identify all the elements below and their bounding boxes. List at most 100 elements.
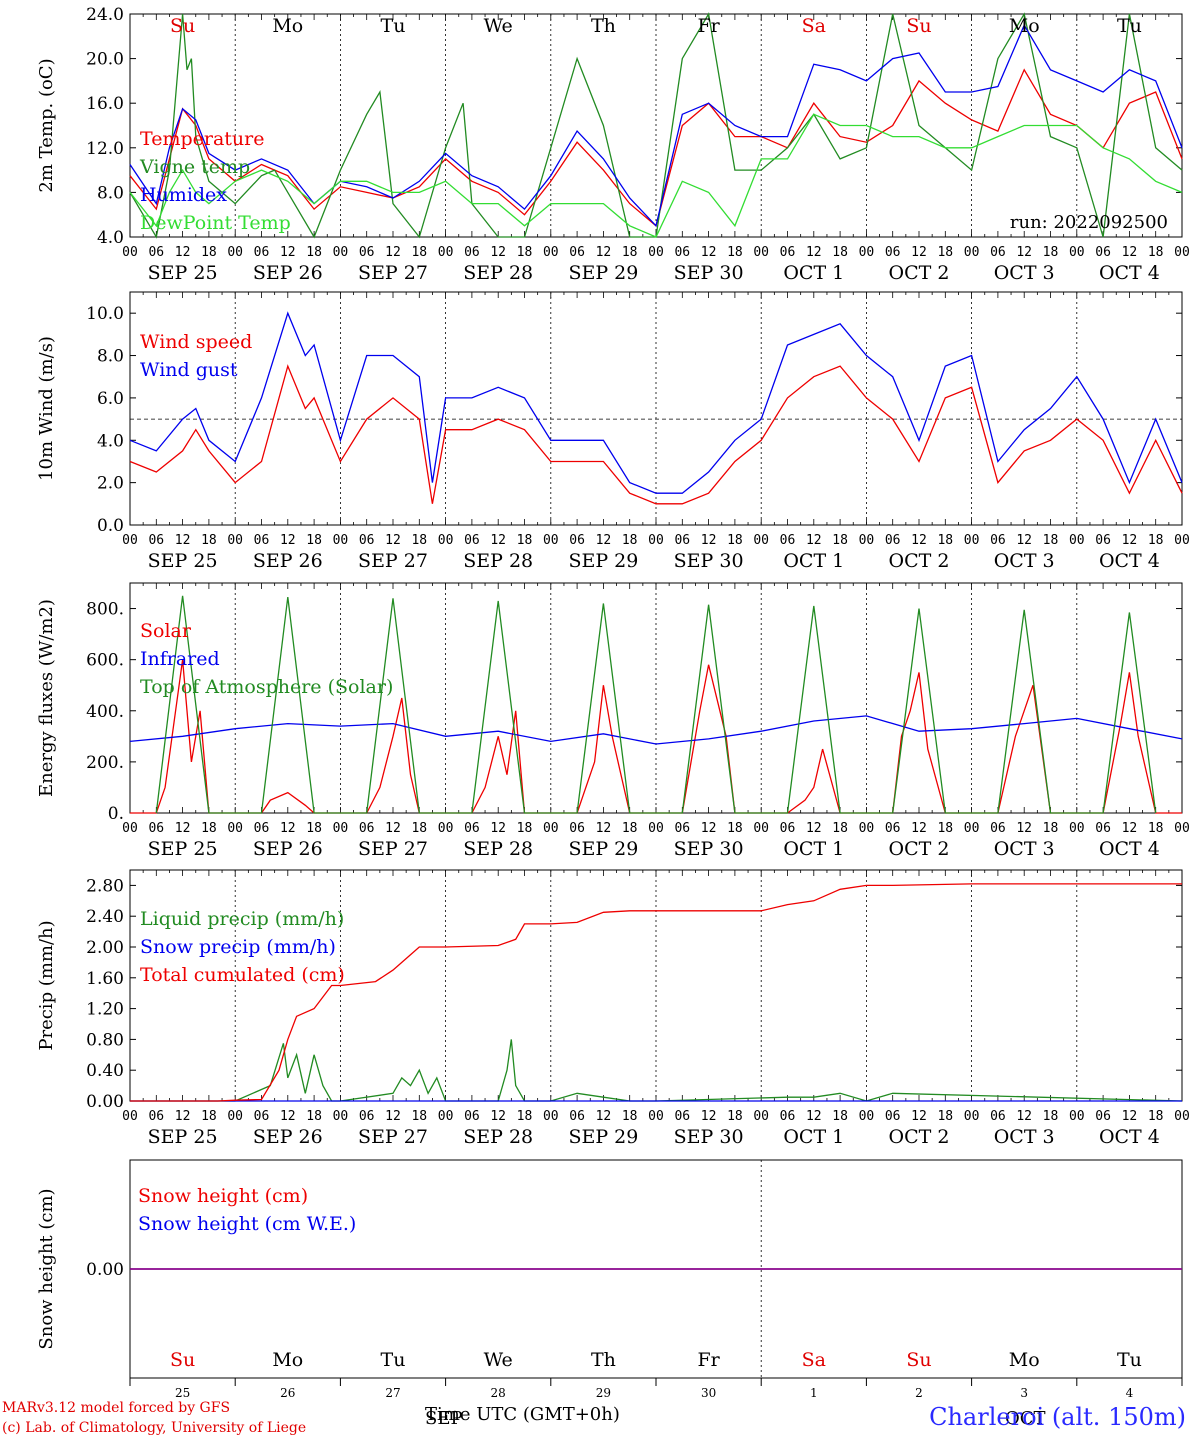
y-tick-label: 8.0 [97, 183, 124, 203]
x-hour-label: 06 [464, 821, 480, 836]
x-hour-label: 18 [832, 821, 848, 836]
weekday-label: Su [170, 15, 195, 37]
run-annotation: run: 2022092500 [1010, 212, 1168, 233]
x-hour-label: 06 [359, 1109, 375, 1124]
x-hour-label: 18 [937, 821, 953, 836]
y-tick-label: 16.0 [86, 94, 124, 114]
y-tick-label: 0. [108, 804, 124, 824]
x-hour-label: 00 [648, 245, 664, 260]
x-hour-label: 06 [569, 821, 585, 836]
x-hour-label: 18 [306, 821, 322, 836]
x-hour-label: 18 [411, 533, 427, 548]
series-line-liquid-precip-mm-h- [130, 1039, 1183, 1102]
x-hour-label: 18 [622, 533, 638, 548]
x-hour-label: 18 [1148, 533, 1164, 548]
y-tick-label: 2.80 [86, 876, 124, 896]
x-hour-label: 00 [753, 533, 769, 548]
x-hour-label: 06 [885, 1109, 901, 1124]
y-tick-label: 200. [86, 753, 124, 773]
y-tick-label: 0.00 [86, 1260, 124, 1280]
x-date-label: SEP 27 [358, 1126, 428, 1148]
x-hour-label: 00 [964, 821, 980, 836]
x-hour-label: 06 [569, 245, 585, 260]
x-hour-label: 06 [359, 245, 375, 260]
day-number-label: 2 [915, 1386, 923, 1400]
x-date-label: SEP 27 [358, 838, 428, 860]
x-hour-label: 12 [701, 533, 717, 548]
x-hour-label: 06 [990, 821, 1006, 836]
x-hour-label: 00 [438, 533, 454, 548]
x-axis-title: Time UTC (GMT+0h) [425, 1404, 620, 1425]
weekday-label: Fr [697, 1349, 720, 1371]
x-date-label: SEP 25 [148, 550, 218, 572]
x-hour-label: 18 [832, 245, 848, 260]
x-hour-label: 00 [122, 1109, 138, 1124]
series-line-top-of-atmosphere-solar- [155, 595, 1157, 814]
x-hour-label: 00 [1069, 245, 1085, 260]
y-tick-label: 400. [86, 702, 124, 722]
y-tick-label: 0.80 [86, 1030, 124, 1050]
x-hour-label: 06 [148, 1109, 164, 1124]
x-hour-label: 18 [411, 245, 427, 260]
legend-entry: Snow height (cm W.E.) [138, 1213, 356, 1235]
x-hour-label: 12 [1016, 533, 1032, 548]
x-hour-label: 18 [306, 1109, 322, 1124]
x-hour-label: 18 [727, 533, 743, 548]
legend-entry: Wind gust [140, 359, 238, 381]
x-hour-label: 12 [596, 821, 612, 836]
x-hour-label: 18 [1148, 821, 1164, 836]
x-date-label: OCT 4 [1099, 838, 1160, 860]
legend-entry: Top of Atmosphere (Solar) [140, 676, 393, 698]
x-hour-label: 06 [148, 533, 164, 548]
x-date-label: SEP 26 [253, 262, 323, 284]
x-hour-label: 18 [1043, 1109, 1059, 1124]
weekday-label: Mo [1009, 15, 1040, 37]
x-date-label: OCT 2 [889, 550, 950, 572]
x-date-label: SEP 26 [253, 550, 323, 572]
x-hour-label: 18 [306, 245, 322, 260]
x-hour-label: 06 [1095, 821, 1111, 836]
x-hour-label: 18 [622, 1109, 638, 1124]
legend-entry: Infrared [140, 648, 220, 670]
series-line-dewpoint-temp [129, 113, 1183, 238]
series-line-infrared [129, 715, 1183, 745]
day-number-label: 4 [1126, 1386, 1134, 1400]
x-date-label: OCT 1 [783, 1126, 844, 1148]
x-hour-label: 00 [1174, 533, 1190, 548]
weekday-label: Su [906, 1349, 931, 1371]
x-hour-label: 12 [1122, 533, 1138, 548]
x-hour-label: 12 [490, 245, 506, 260]
x-hour-label: 12 [911, 1109, 927, 1124]
x-hour-label: 06 [780, 821, 796, 836]
x-date-label: SEP 28 [463, 550, 533, 572]
legend-entry: Temperature [140, 128, 264, 150]
day-number-label: 1 [810, 1386, 818, 1400]
y-tick-label: 4.0 [97, 228, 124, 248]
x-date-label: OCT 2 [889, 838, 950, 860]
x-hour-label: 06 [674, 821, 690, 836]
x-hour-label: 12 [280, 533, 296, 548]
x-hour-label: 12 [490, 1109, 506, 1124]
x-hour-label: 18 [832, 1109, 848, 1124]
x-hour-label: 18 [517, 533, 533, 548]
x-hour-label: 06 [990, 1109, 1006, 1124]
weekday-label: Mo [272, 15, 303, 37]
x-hour-label: 12 [175, 245, 191, 260]
x-hour-label: 00 [122, 245, 138, 260]
x-hour-label: 12 [280, 245, 296, 260]
y-axis-label: 10m Wind (m/s) [36, 336, 57, 481]
weekday-label: Th [591, 15, 616, 37]
weekday-label: Tu [1117, 15, 1142, 37]
x-hour-label: 00 [753, 245, 769, 260]
x-hour-label: 06 [254, 821, 270, 836]
x-date-label: SEP 29 [568, 838, 638, 860]
x-hour-label: 00 [964, 533, 980, 548]
x-hour-label: 06 [780, 1109, 796, 1124]
y-axis-label: Energy fluxes (W/m2) [36, 599, 57, 797]
lab-credit: (c) Lab. of Climatology, University of L… [2, 1420, 307, 1436]
weekday-label: Mo [272, 1349, 303, 1371]
x-hour-label: 00 [227, 1109, 243, 1124]
weekday-label: Su [906, 15, 931, 37]
x-date-label: SEP 28 [463, 1126, 533, 1148]
